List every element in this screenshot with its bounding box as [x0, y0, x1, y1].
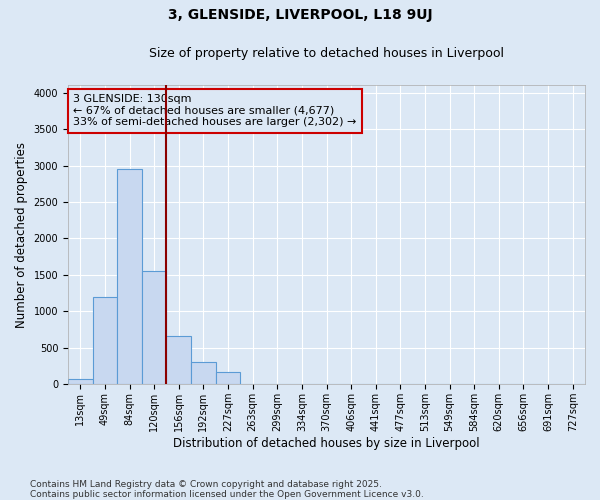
- Text: 3, GLENSIDE, LIVERPOOL, L18 9UJ: 3, GLENSIDE, LIVERPOOL, L18 9UJ: [167, 8, 433, 22]
- Bar: [142, 272, 166, 384]
- Y-axis label: Number of detached properties: Number of detached properties: [15, 142, 28, 328]
- Bar: [191, 362, 216, 384]
- Bar: [166, 336, 191, 384]
- Bar: [216, 372, 241, 384]
- Title: Size of property relative to detached houses in Liverpool: Size of property relative to detached ho…: [149, 48, 504, 60]
- Bar: [92, 297, 117, 384]
- Bar: [117, 169, 142, 384]
- Text: 3 GLENSIDE: 130sqm
← 67% of detached houses are smaller (4,677)
33% of semi-deta: 3 GLENSIDE: 130sqm ← 67% of detached hou…: [73, 94, 356, 128]
- X-axis label: Distribution of detached houses by size in Liverpool: Distribution of detached houses by size …: [173, 437, 480, 450]
- Bar: [68, 379, 92, 384]
- Text: Contains HM Land Registry data © Crown copyright and database right 2025.
Contai: Contains HM Land Registry data © Crown c…: [30, 480, 424, 499]
